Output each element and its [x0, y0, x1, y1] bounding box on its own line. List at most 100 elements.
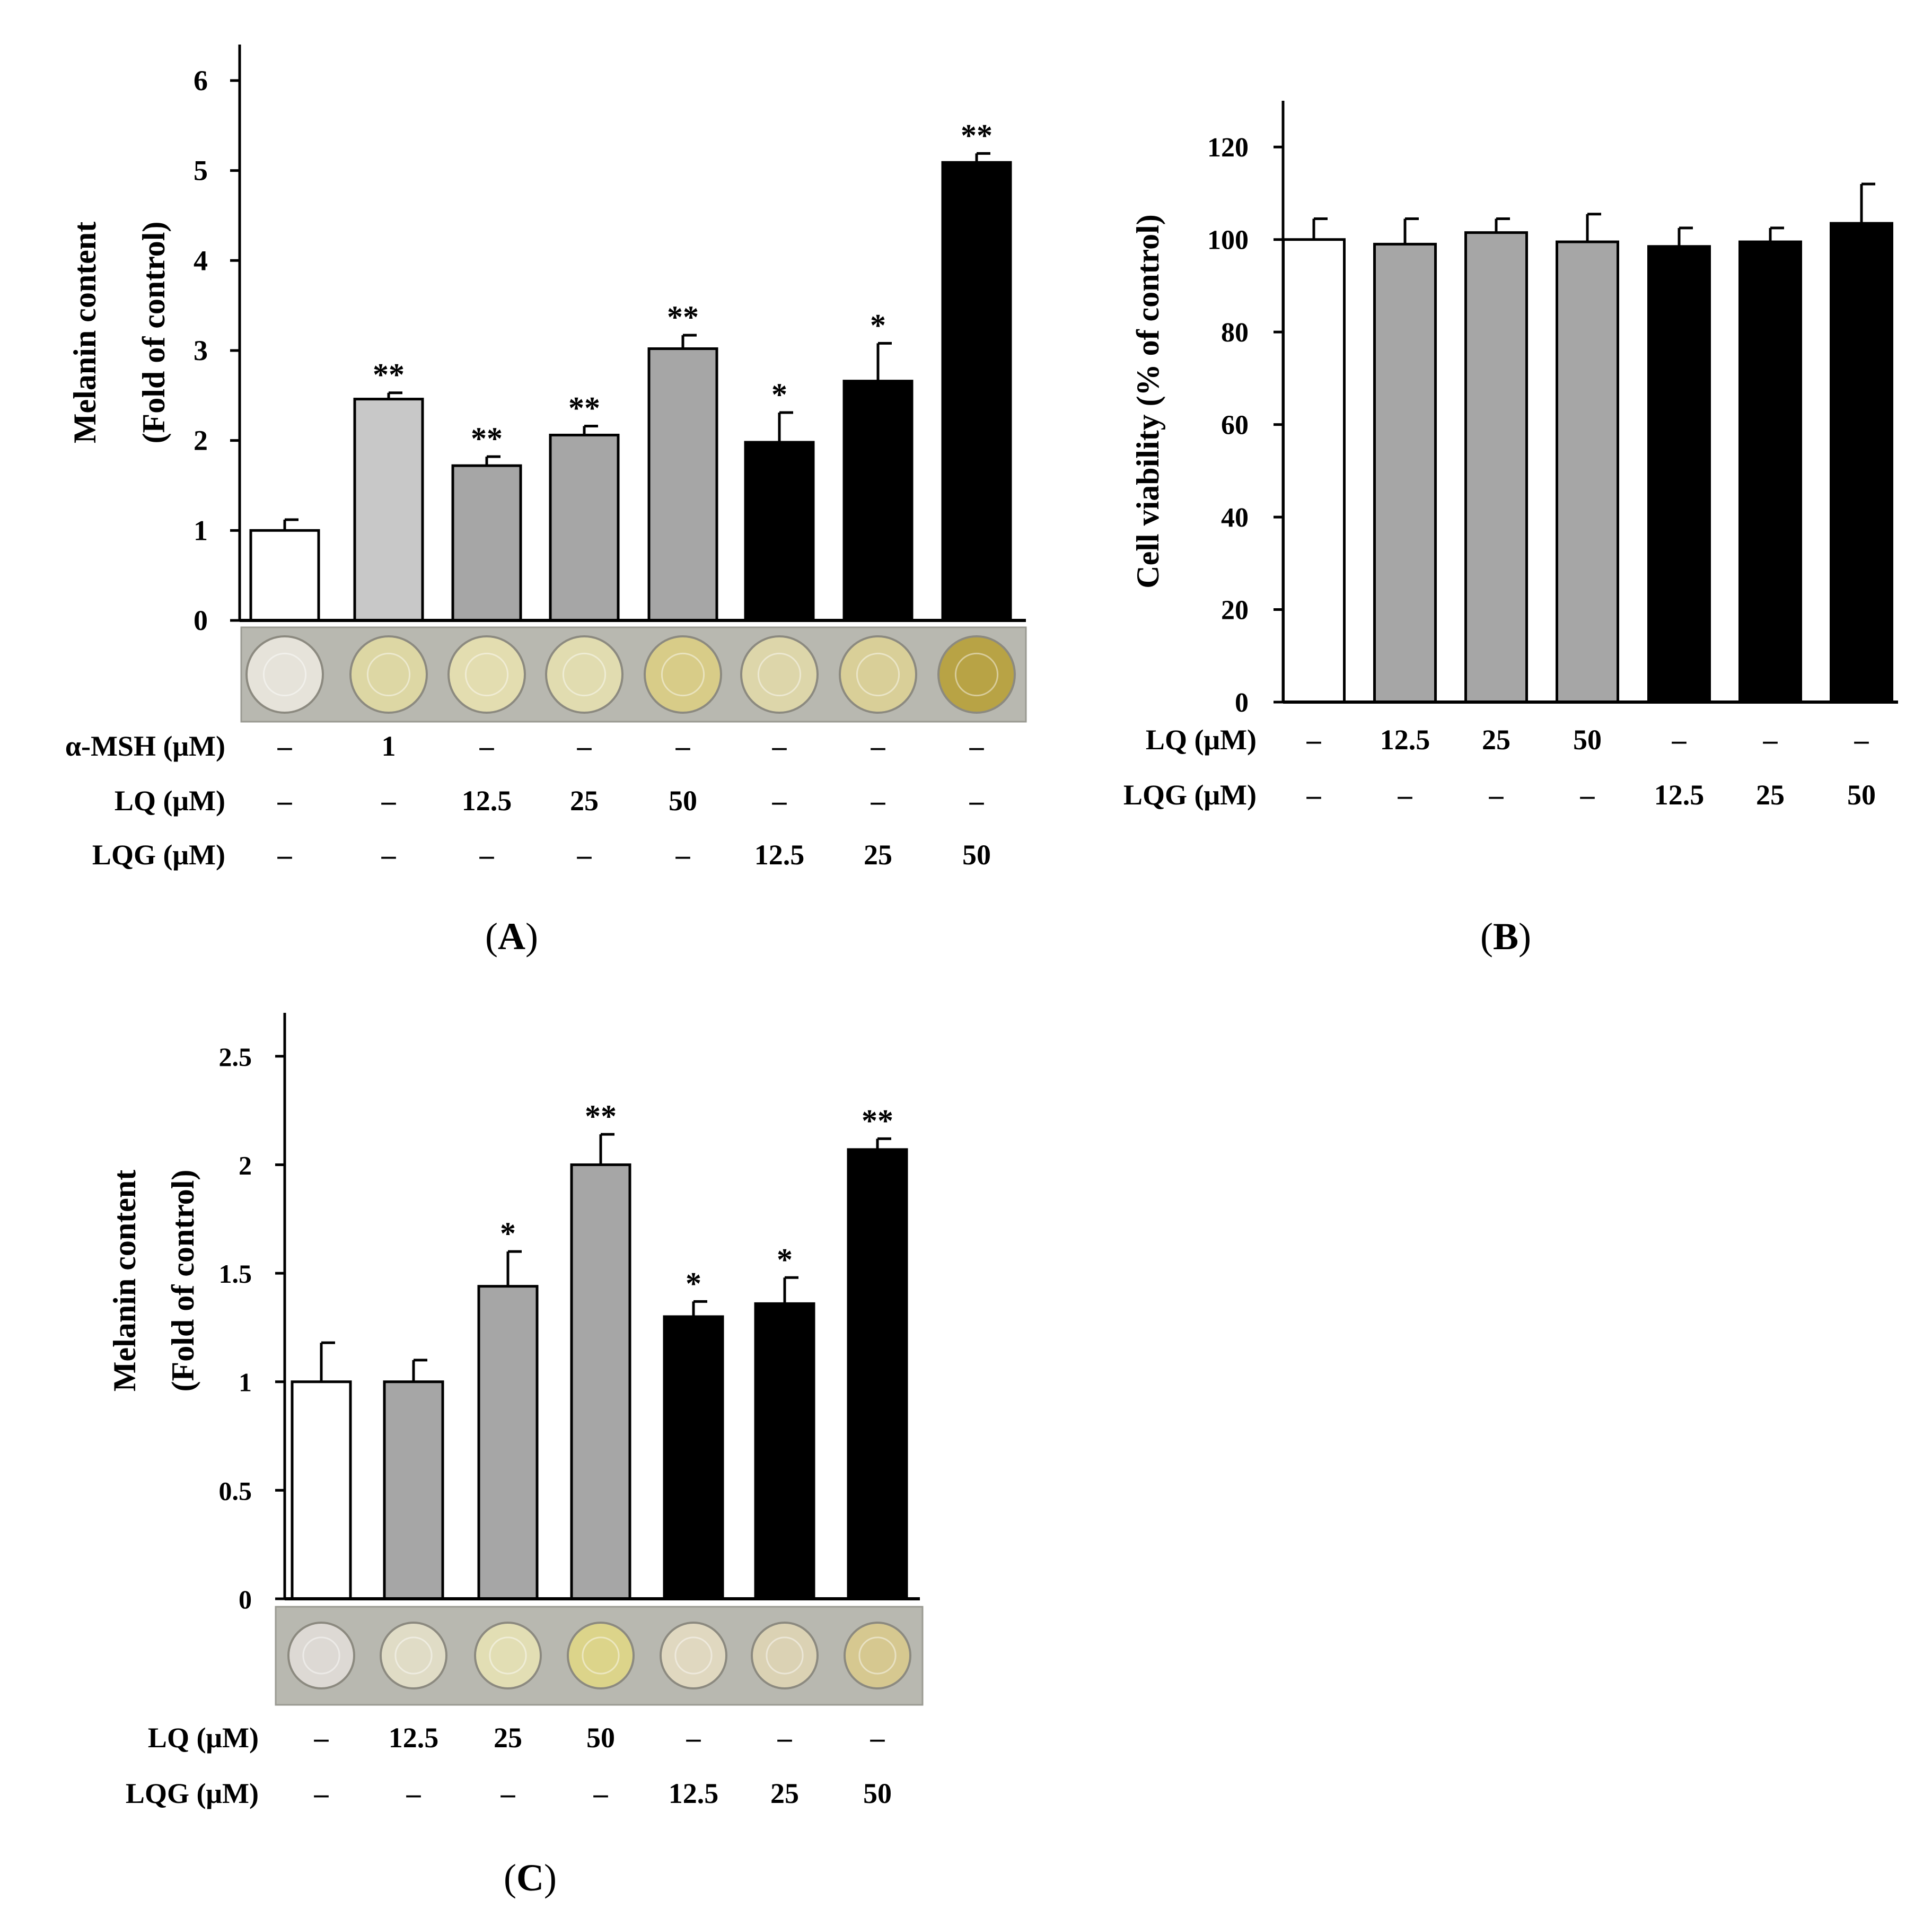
treatment-value: –	[577, 839, 592, 871]
treatment-row-label: LQ (μM)	[1146, 724, 1257, 756]
treatment-value: 25	[1756, 779, 1785, 811]
well	[751, 1622, 819, 1689]
bar	[663, 1315, 724, 1600]
panel-label: (C)	[504, 1857, 557, 1899]
y-tick-label: 1	[239, 1368, 252, 1397]
panel-label: (B)	[1480, 915, 1531, 958]
bar	[842, 380, 914, 622]
treatment-row-label: LQG (μM)	[1123, 779, 1257, 811]
y-tick-label: 2	[239, 1150, 252, 1180]
treatment-row-label: α-MSH (μM)	[65, 730, 225, 762]
y-axis-label: (Fold of control)	[165, 1170, 200, 1392]
panel-label-letter: B	[1493, 915, 1518, 958]
treatment-value: –	[577, 730, 592, 762]
treatment-value: –	[1763, 724, 1778, 756]
treatment-value: 25	[770, 1777, 799, 1809]
significance-marker: *	[686, 1266, 701, 1301]
treatment-value: –	[277, 839, 293, 871]
well-highlight	[674, 1636, 713, 1675]
well-highlight	[954, 652, 999, 697]
well	[567, 1622, 635, 1689]
well-highlight	[489, 1636, 527, 1675]
significance-marker: **	[568, 390, 600, 425]
treatment-value: –	[381, 785, 397, 817]
significance-marker: **	[862, 1103, 893, 1138]
bar	[383, 1380, 444, 1600]
bar	[1556, 240, 1619, 704]
well	[349, 635, 428, 714]
treatment-value: 50	[1847, 779, 1876, 811]
y-axis-label: (Fold of control)	[136, 222, 171, 444]
y-tick-label: 0	[239, 1584, 252, 1614]
well	[937, 635, 1016, 714]
treatment-value: –	[277, 785, 293, 817]
well	[545, 635, 623, 714]
treatment-value: –	[870, 1722, 885, 1754]
y-tick-label: 120	[1207, 133, 1249, 163]
well	[839, 635, 917, 714]
bar	[941, 161, 1012, 622]
treatment-value: 50	[1573, 724, 1602, 756]
y-tick-label: 5	[194, 155, 208, 187]
y-axis-label: Melanin content	[107, 1170, 142, 1391]
well	[380, 1622, 447, 1689]
bar	[549, 433, 620, 622]
treatment-value: –	[772, 730, 787, 762]
panel-label-paren: (	[485, 915, 498, 958]
y-tick-label: 0.5	[219, 1476, 252, 1505]
bar	[570, 1163, 631, 1600]
well-highlight	[562, 652, 607, 697]
treatment-value: 25	[494, 1722, 522, 1754]
well	[447, 635, 526, 714]
panel-label-paren: )	[525, 915, 538, 958]
treatment-value: –	[686, 1722, 701, 1754]
treatment-value: –	[777, 1722, 793, 1754]
treatment-value: 1	[382, 730, 396, 762]
treatment-value: –	[1854, 724, 1869, 756]
treatment-value: –	[406, 1777, 421, 1809]
treatment-value: –	[1306, 724, 1322, 756]
treatment-value: 12.5	[389, 1722, 439, 1754]
treatment-value: –	[675, 730, 691, 762]
y-tick-label: 40	[1221, 503, 1249, 533]
well	[740, 635, 819, 714]
treatment-value: –	[479, 730, 495, 762]
treatment-row-label: LQG (μM)	[92, 839, 225, 871]
well-highlight	[582, 1636, 620, 1675]
panel-label-paren: )	[1518, 915, 1531, 958]
well	[660, 1622, 727, 1689]
y-tick-label: 4	[194, 244, 208, 276]
significance-marker: **	[667, 300, 699, 335]
significance-marker: **	[585, 1099, 617, 1134]
y-tick-label: 6	[194, 65, 208, 97]
significance-marker: *	[870, 308, 886, 343]
well-highlight	[766, 1636, 804, 1675]
bar	[291, 1380, 352, 1600]
y-tick-label: 60	[1221, 410, 1249, 441]
significance-marker: *	[771, 377, 787, 412]
treatment-value: –	[500, 1777, 516, 1809]
treatment-value: –	[1398, 779, 1413, 811]
treatment-value: –	[871, 785, 886, 817]
well-highlight	[856, 652, 900, 697]
panel-label-letter: C	[516, 1857, 544, 1899]
treatment-row-label: LQG (μM)	[126, 1777, 259, 1809]
treatment-value: –	[1306, 779, 1322, 811]
treatment-value: 12.5	[754, 839, 805, 871]
well-highlight	[464, 652, 509, 697]
bar	[451, 464, 522, 622]
well-highlight	[262, 652, 307, 697]
y-tick-label: 100	[1207, 225, 1249, 256]
y-tick-label: 2.5	[219, 1042, 252, 1072]
treatment-value: 25	[570, 785, 599, 817]
panel-label-paren: (	[1480, 915, 1493, 958]
treatment-value: 50	[863, 1777, 892, 1809]
treatment-value: –	[1580, 779, 1595, 811]
y-tick-label: 20	[1221, 596, 1249, 626]
well-highlight	[366, 652, 411, 697]
bar	[754, 1302, 815, 1600]
well-highlight	[394, 1636, 433, 1675]
bar	[249, 529, 320, 622]
